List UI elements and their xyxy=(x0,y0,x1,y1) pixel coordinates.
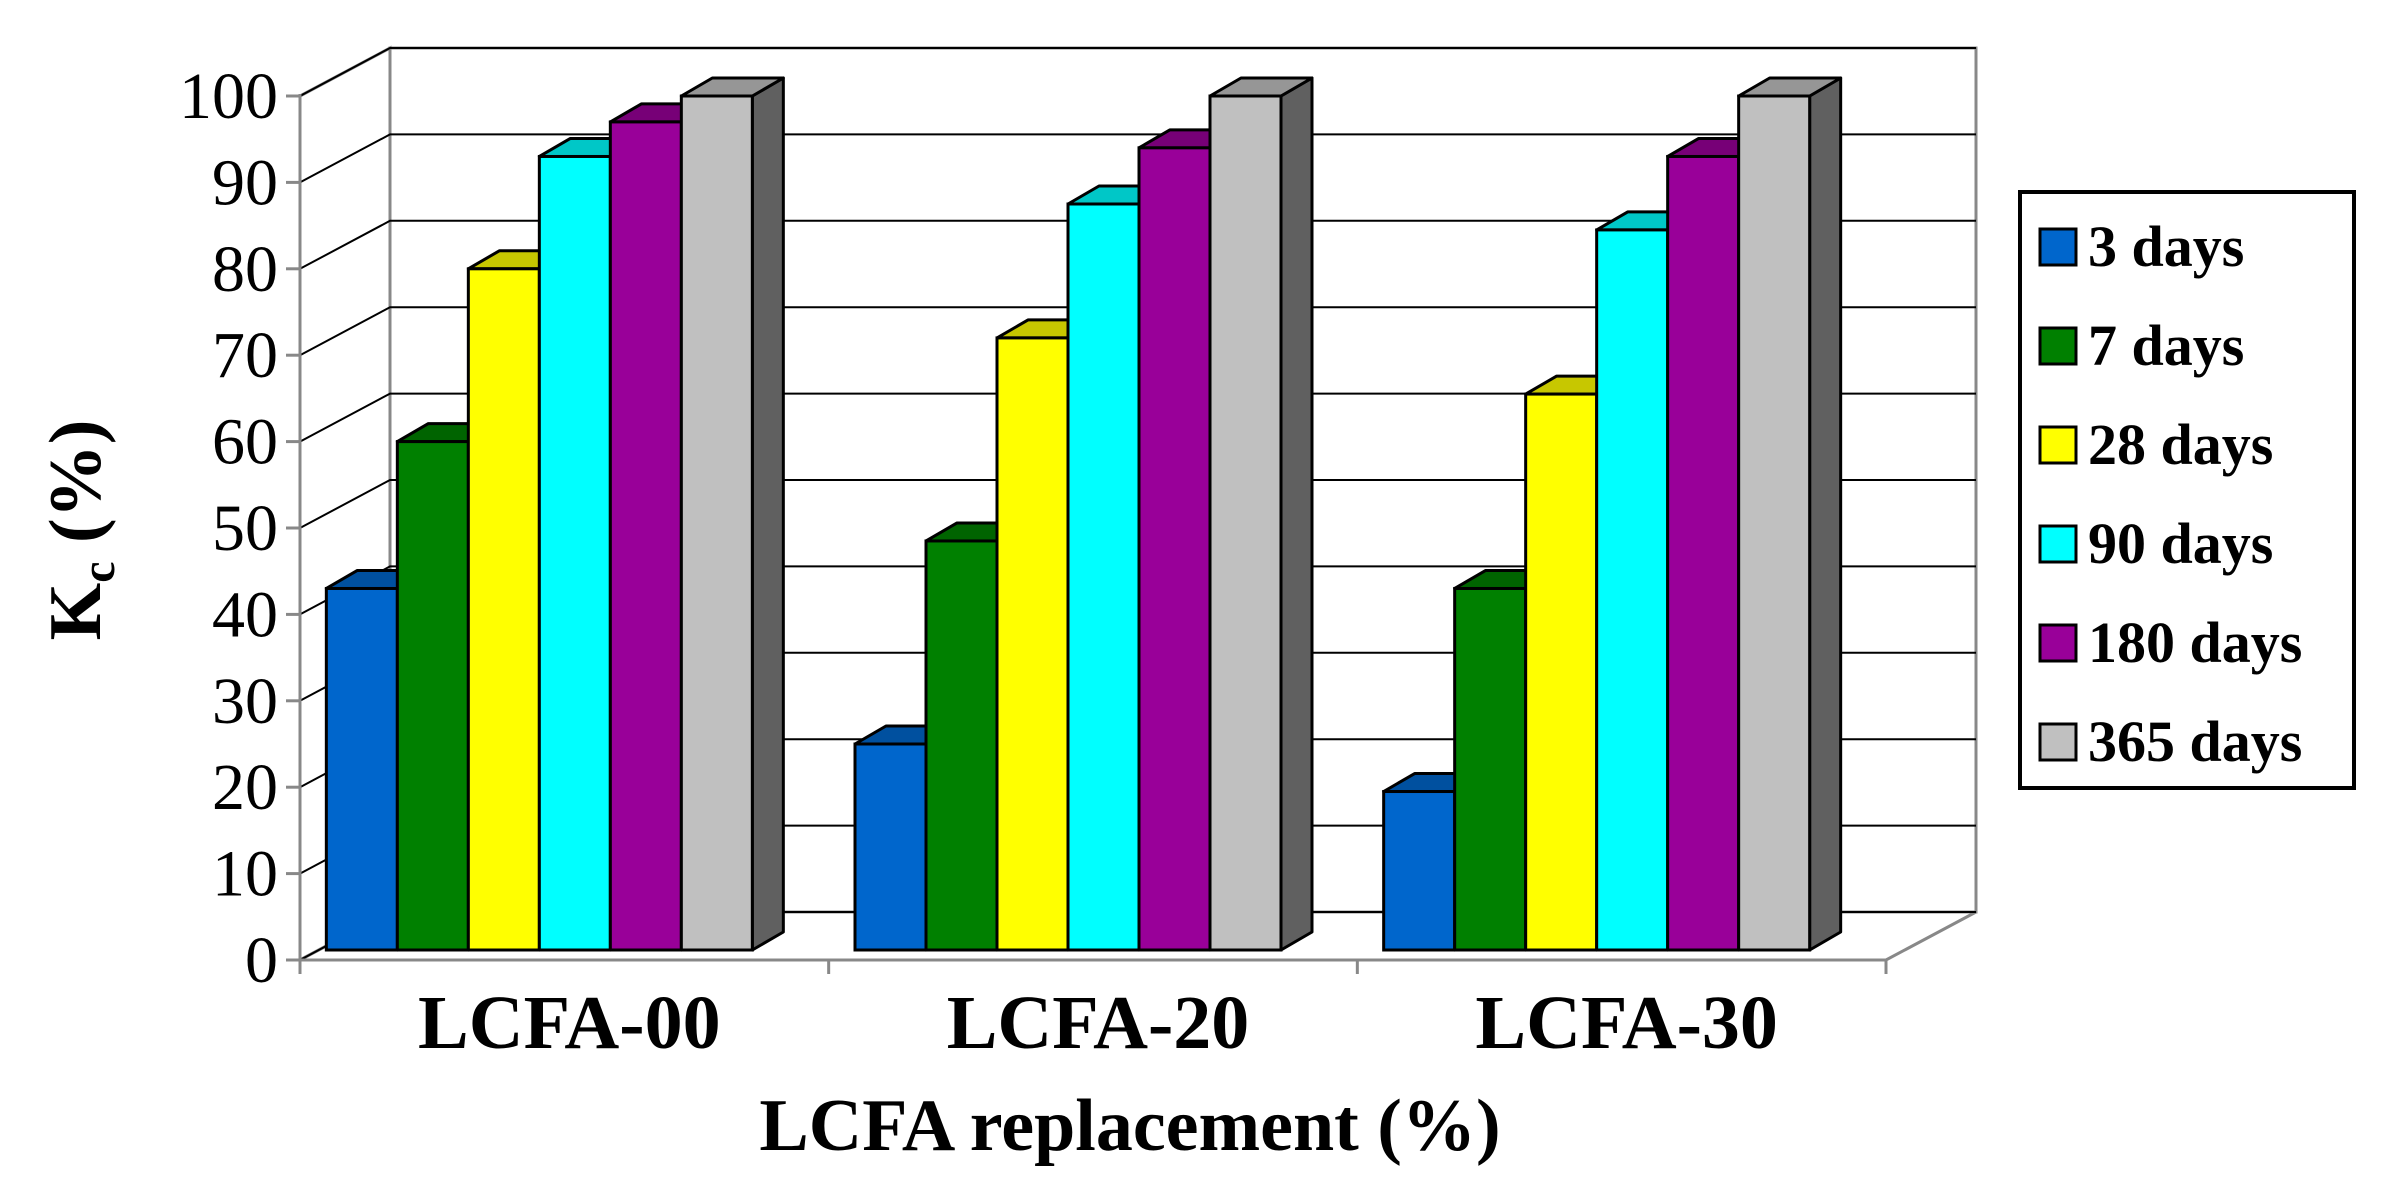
legend-label: 180 days xyxy=(2088,610,2302,675)
y-tick-label: 0 xyxy=(245,924,278,997)
bar xyxy=(679,94,754,952)
legend-label: 3 days xyxy=(2088,214,2244,279)
bar xyxy=(1595,228,1670,952)
gridline xyxy=(299,306,1976,357)
y-tick-label: 100 xyxy=(179,60,278,133)
bar xyxy=(395,440,470,952)
y-axis-title-main: K xyxy=(35,583,117,641)
bar xyxy=(924,539,999,952)
legend-label: 7 days xyxy=(2088,313,2244,378)
x-category-label: LCFA-30 xyxy=(1475,981,1778,1065)
bar xyxy=(1208,94,1283,952)
y-axis-title: Kc (%) xyxy=(35,420,125,641)
bar xyxy=(1382,790,1457,952)
legend-label: 365 days xyxy=(2088,709,2302,774)
y-tick-label: 70 xyxy=(212,319,278,392)
bar xyxy=(1453,586,1528,952)
y-tick-label: 30 xyxy=(212,665,278,738)
y-tick-label: 60 xyxy=(212,406,278,479)
bar xyxy=(1137,146,1212,952)
bar xyxy=(1737,94,1812,952)
y-tick-labels: 0 10 20 30 40 50 60 70 80 90 100 xyxy=(179,60,278,997)
bar xyxy=(1666,154,1741,952)
legend: 3 days 7 days 28 days 90 days 180 days 365 da… xyxy=(2018,190,2356,790)
y-tick-label: 20 xyxy=(212,751,278,824)
legend-box xyxy=(2018,190,2356,790)
bar xyxy=(1066,202,1141,952)
gridline xyxy=(299,219,1976,270)
bar xyxy=(324,586,399,952)
legend-label: 28 days xyxy=(2088,412,2273,477)
legend-swatch xyxy=(2038,722,2078,762)
bar-side xyxy=(1808,76,1843,952)
bar xyxy=(537,154,612,952)
y-tick-label: 50 xyxy=(212,492,278,565)
bar xyxy=(853,742,928,952)
legend-swatch xyxy=(2038,326,2078,366)
y-axis-title-subscript: c xyxy=(72,561,125,582)
legend-swatch xyxy=(2038,524,2078,564)
legend-label: 90 days xyxy=(2088,511,2273,576)
bar xyxy=(1524,392,1599,952)
bar xyxy=(608,120,683,952)
x-category-label: LCFA-20 xyxy=(947,981,1250,1065)
gridline xyxy=(299,47,1976,97)
y-tick-label: 40 xyxy=(212,578,278,651)
y-tick-label: 80 xyxy=(212,233,278,306)
x-category-labels: LCFA-00 LCFA-20 LCFA-30 xyxy=(418,981,1778,1065)
y-tick-label: 10 xyxy=(212,838,278,911)
x-category-label: LCFA-00 xyxy=(418,981,721,1065)
legend-swatch xyxy=(2038,227,2078,267)
legend-swatch xyxy=(2038,425,2078,465)
bar-side xyxy=(1279,76,1314,952)
x-axis-title: LCFA replacement (%) xyxy=(759,1085,1500,1167)
bar xyxy=(466,267,541,952)
gridline xyxy=(299,479,1976,529)
gridline xyxy=(299,133,1976,184)
bar xyxy=(995,336,1070,952)
legend-swatch xyxy=(2038,623,2078,663)
bar-side xyxy=(750,76,785,952)
y-tick-label: 90 xyxy=(212,146,278,219)
bars xyxy=(324,76,1843,952)
axes xyxy=(286,94,1888,974)
y-axis-title-unit: (%) xyxy=(35,420,117,562)
gridline xyxy=(299,392,1976,443)
